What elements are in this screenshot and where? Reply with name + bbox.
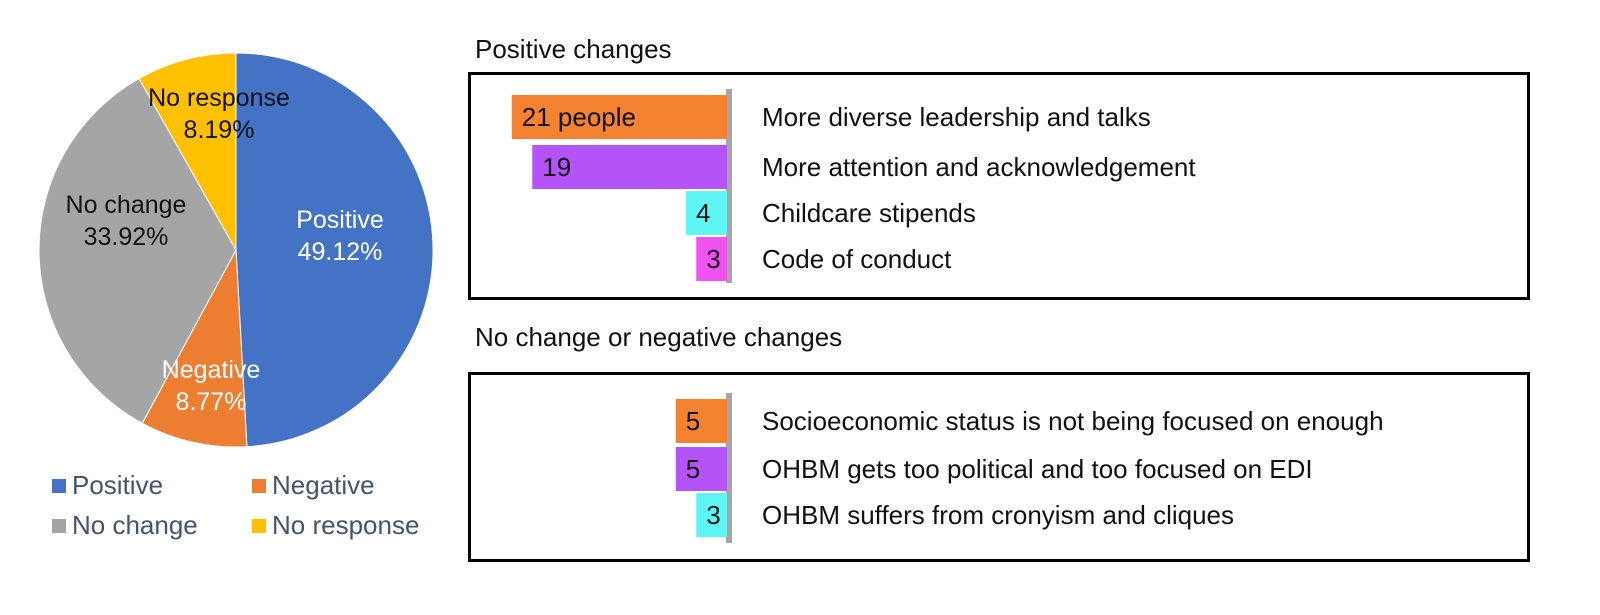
- pie-slice-negative: [141, 248, 248, 448]
- bar-socioeconomic-status-is-not-being-focused-on-enough: [675, 399, 727, 443]
- pie-slice-no-change: [38, 77, 237, 424]
- pie-value-negative: 8.77%: [176, 388, 247, 416]
- legend-item-no-change: No change: [52, 510, 198, 541]
- pie-label-no-change: No change: [66, 191, 187, 219]
- bar-value-label: 3: [706, 244, 720, 274]
- legend-swatch-positive: [52, 478, 66, 493]
- bar-value-label: 21 people: [522, 102, 636, 132]
- pie-label-no-response: No response: [148, 84, 290, 112]
- bar-category-label: OHBM gets too political and too focused …: [762, 454, 1313, 484]
- bar-more-diverse-leadership-and-talks: [511, 95, 727, 139]
- legend-swatch-negative: [252, 478, 266, 493]
- negative-changes-title: No change or negative changes: [475, 322, 843, 352]
- legend-label-no-response: No response: [272, 510, 420, 540]
- bar-category-label: Childcare stipends: [762, 198, 976, 228]
- legend-item-negative: Negative: [252, 470, 375, 501]
- bar-value-label: 19: [542, 152, 571, 182]
- pie-slice-positive: [235, 52, 434, 448]
- negative-changes-bars: 5 Socioeconomic status is not being focus…: [675, 393, 1384, 543]
- bar-ohbm-suffers-from-cronyism-and-cliques: [696, 493, 727, 537]
- bar-category-label: OHBM suffers from cronyism and cliques: [762, 500, 1234, 530]
- bar-value-label: 3: [706, 500, 720, 530]
- pie-label-positive: Positive: [296, 206, 384, 234]
- bar-value-label: 5: [686, 406, 700, 436]
- pie-chart: Positive 49.12% Negative 8.77% No change 33.9…: [38, 52, 434, 448]
- bar-category-label: Code of conduct: [762, 244, 952, 274]
- pie-value-no-change: 33.92%: [84, 223, 169, 251]
- bar-value-label: 5: [686, 454, 700, 484]
- bar-ohbm-gets-too-political-and-too-focused-on-edi: [675, 447, 727, 491]
- bar-value-label: 4: [696, 198, 710, 228]
- bar-category-label: Socioeconomic status is not being focuse…: [762, 406, 1384, 436]
- legend-swatch-no-change: [52, 518, 66, 533]
- pie-label-negative: Negative: [162, 356, 261, 384]
- bar-category-label: More diverse leadership and talks: [762, 102, 1151, 132]
- pie-value-positive: 49.12%: [298, 238, 383, 266]
- legend-label-positive: Positive: [72, 470, 164, 500]
- negative-changes-panel: 5 Socioeconomic status is not being focus…: [468, 372, 1530, 562]
- legend-label-negative: Negative: [272, 470, 375, 500]
- positive-changes-panel: 21 people More diverse leadership and tal…: [468, 72, 1530, 300]
- bar-more-attention-and-acknowledgement: [532, 145, 727, 189]
- legend-item-no-response: No response: [252, 510, 419, 541]
- legend-swatch-no-response: [252, 518, 266, 533]
- bar-axis-line: [726, 89, 732, 283]
- legend-item-positive: Positive: [52, 470, 163, 501]
- positive-changes-title: Positive changes: [475, 34, 672, 64]
- bar-axis-line: [726, 393, 732, 543]
- pie-slice-no-response: [138, 52, 237, 252]
- bar-childcare-stipends: [686, 191, 727, 235]
- legend-label-no-change: No change: [72, 510, 198, 540]
- pie-value-no-response: 8.19%: [184, 116, 255, 144]
- positive-changes-bars: 21 people More diverse leadership and tal…: [511, 89, 1196, 283]
- bar-code-of-conduct: [696, 237, 727, 281]
- bar-category-label: More attention and acknowledgement: [762, 152, 1196, 182]
